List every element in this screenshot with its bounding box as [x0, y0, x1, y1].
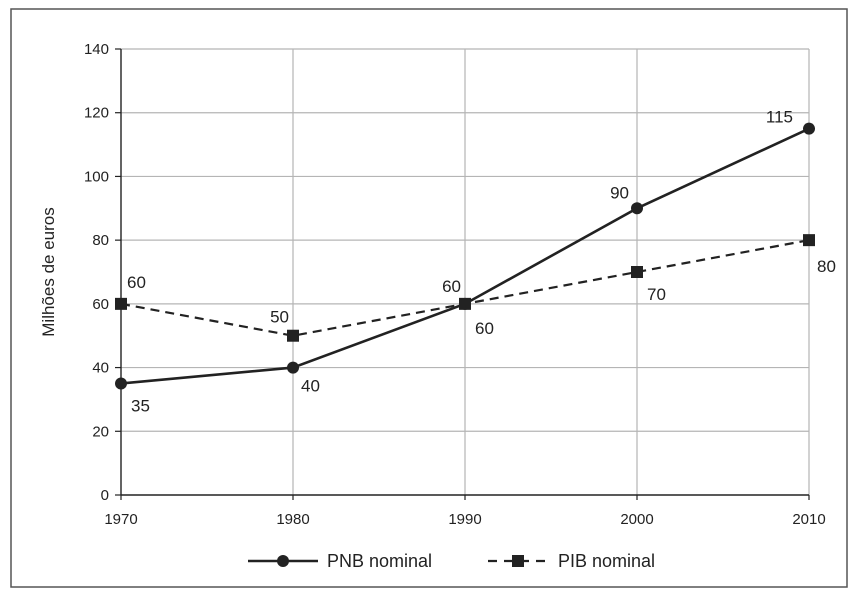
legend-pib-label: PIB nominal: [558, 551, 655, 571]
y-tick-label: 40: [92, 360, 109, 377]
pib-data-label: 60: [475, 319, 494, 338]
data-series: [115, 122, 815, 390]
pib-point-marker: [459, 297, 471, 310]
pib-point-marker: [287, 329, 299, 342]
y-tick-label: 140: [84, 41, 109, 58]
y-tick-label: 100: [84, 168, 109, 185]
legend-pnb-label: PNB nominal: [327, 551, 432, 571]
y-tick-label: 80: [92, 232, 109, 249]
y-tick-label: 0: [101, 487, 109, 504]
pib-data-label: 80: [817, 257, 836, 276]
y-axis-title: Milhões de euros: [39, 207, 58, 336]
pnb-point-marker: [803, 122, 815, 135]
pnb-data-label: 40: [301, 377, 320, 396]
tick-labels: 0 20 40 60 80 100 120 140 1970 1980 1990 2000 2010: [84, 41, 826, 528]
y-tick-label: 20: [92, 423, 109, 440]
legend-circle-marker: [277, 555, 289, 567]
pib-point-marker: [803, 234, 815, 247]
pnb-data-label: 35: [131, 397, 150, 416]
pnb-point-marker: [115, 377, 127, 390]
pib-point-marker: [631, 266, 643, 278]
y-tick-label: 60: [92, 296, 109, 313]
x-tick-label: 1970: [104, 511, 137, 528]
legend: PNB nominal PIB nominal: [248, 551, 655, 571]
legend-square-marker: [512, 555, 524, 567]
x-tick-label: 1980: [276, 511, 309, 528]
chart-frame: [10, 8, 848, 588]
pnb-point-marker: [287, 361, 299, 374]
data-labels: 35 40 60 90 115 60 50 60 70 80: [127, 108, 836, 416]
x-tick-label: 2010: [792, 511, 825, 528]
grid-lines: [121, 48, 810, 495]
pib-point-marker: [115, 297, 127, 310]
x-tick-label: 2000: [620, 511, 653, 528]
pnb-point-marker: [631, 202, 643, 215]
x-tick-label: 1990: [448, 511, 481, 528]
pnb-data-label: 90: [610, 183, 629, 202]
pib-data-label: 50: [270, 308, 289, 327]
pnb-data-label: 60: [442, 277, 461, 296]
y-tick-label: 120: [84, 105, 109, 122]
pib-data-label: 60: [127, 273, 146, 292]
axes: [115, 48, 810, 500]
pnb-data-label: 115: [766, 108, 793, 127]
pib-data-label: 70: [647, 285, 666, 304]
